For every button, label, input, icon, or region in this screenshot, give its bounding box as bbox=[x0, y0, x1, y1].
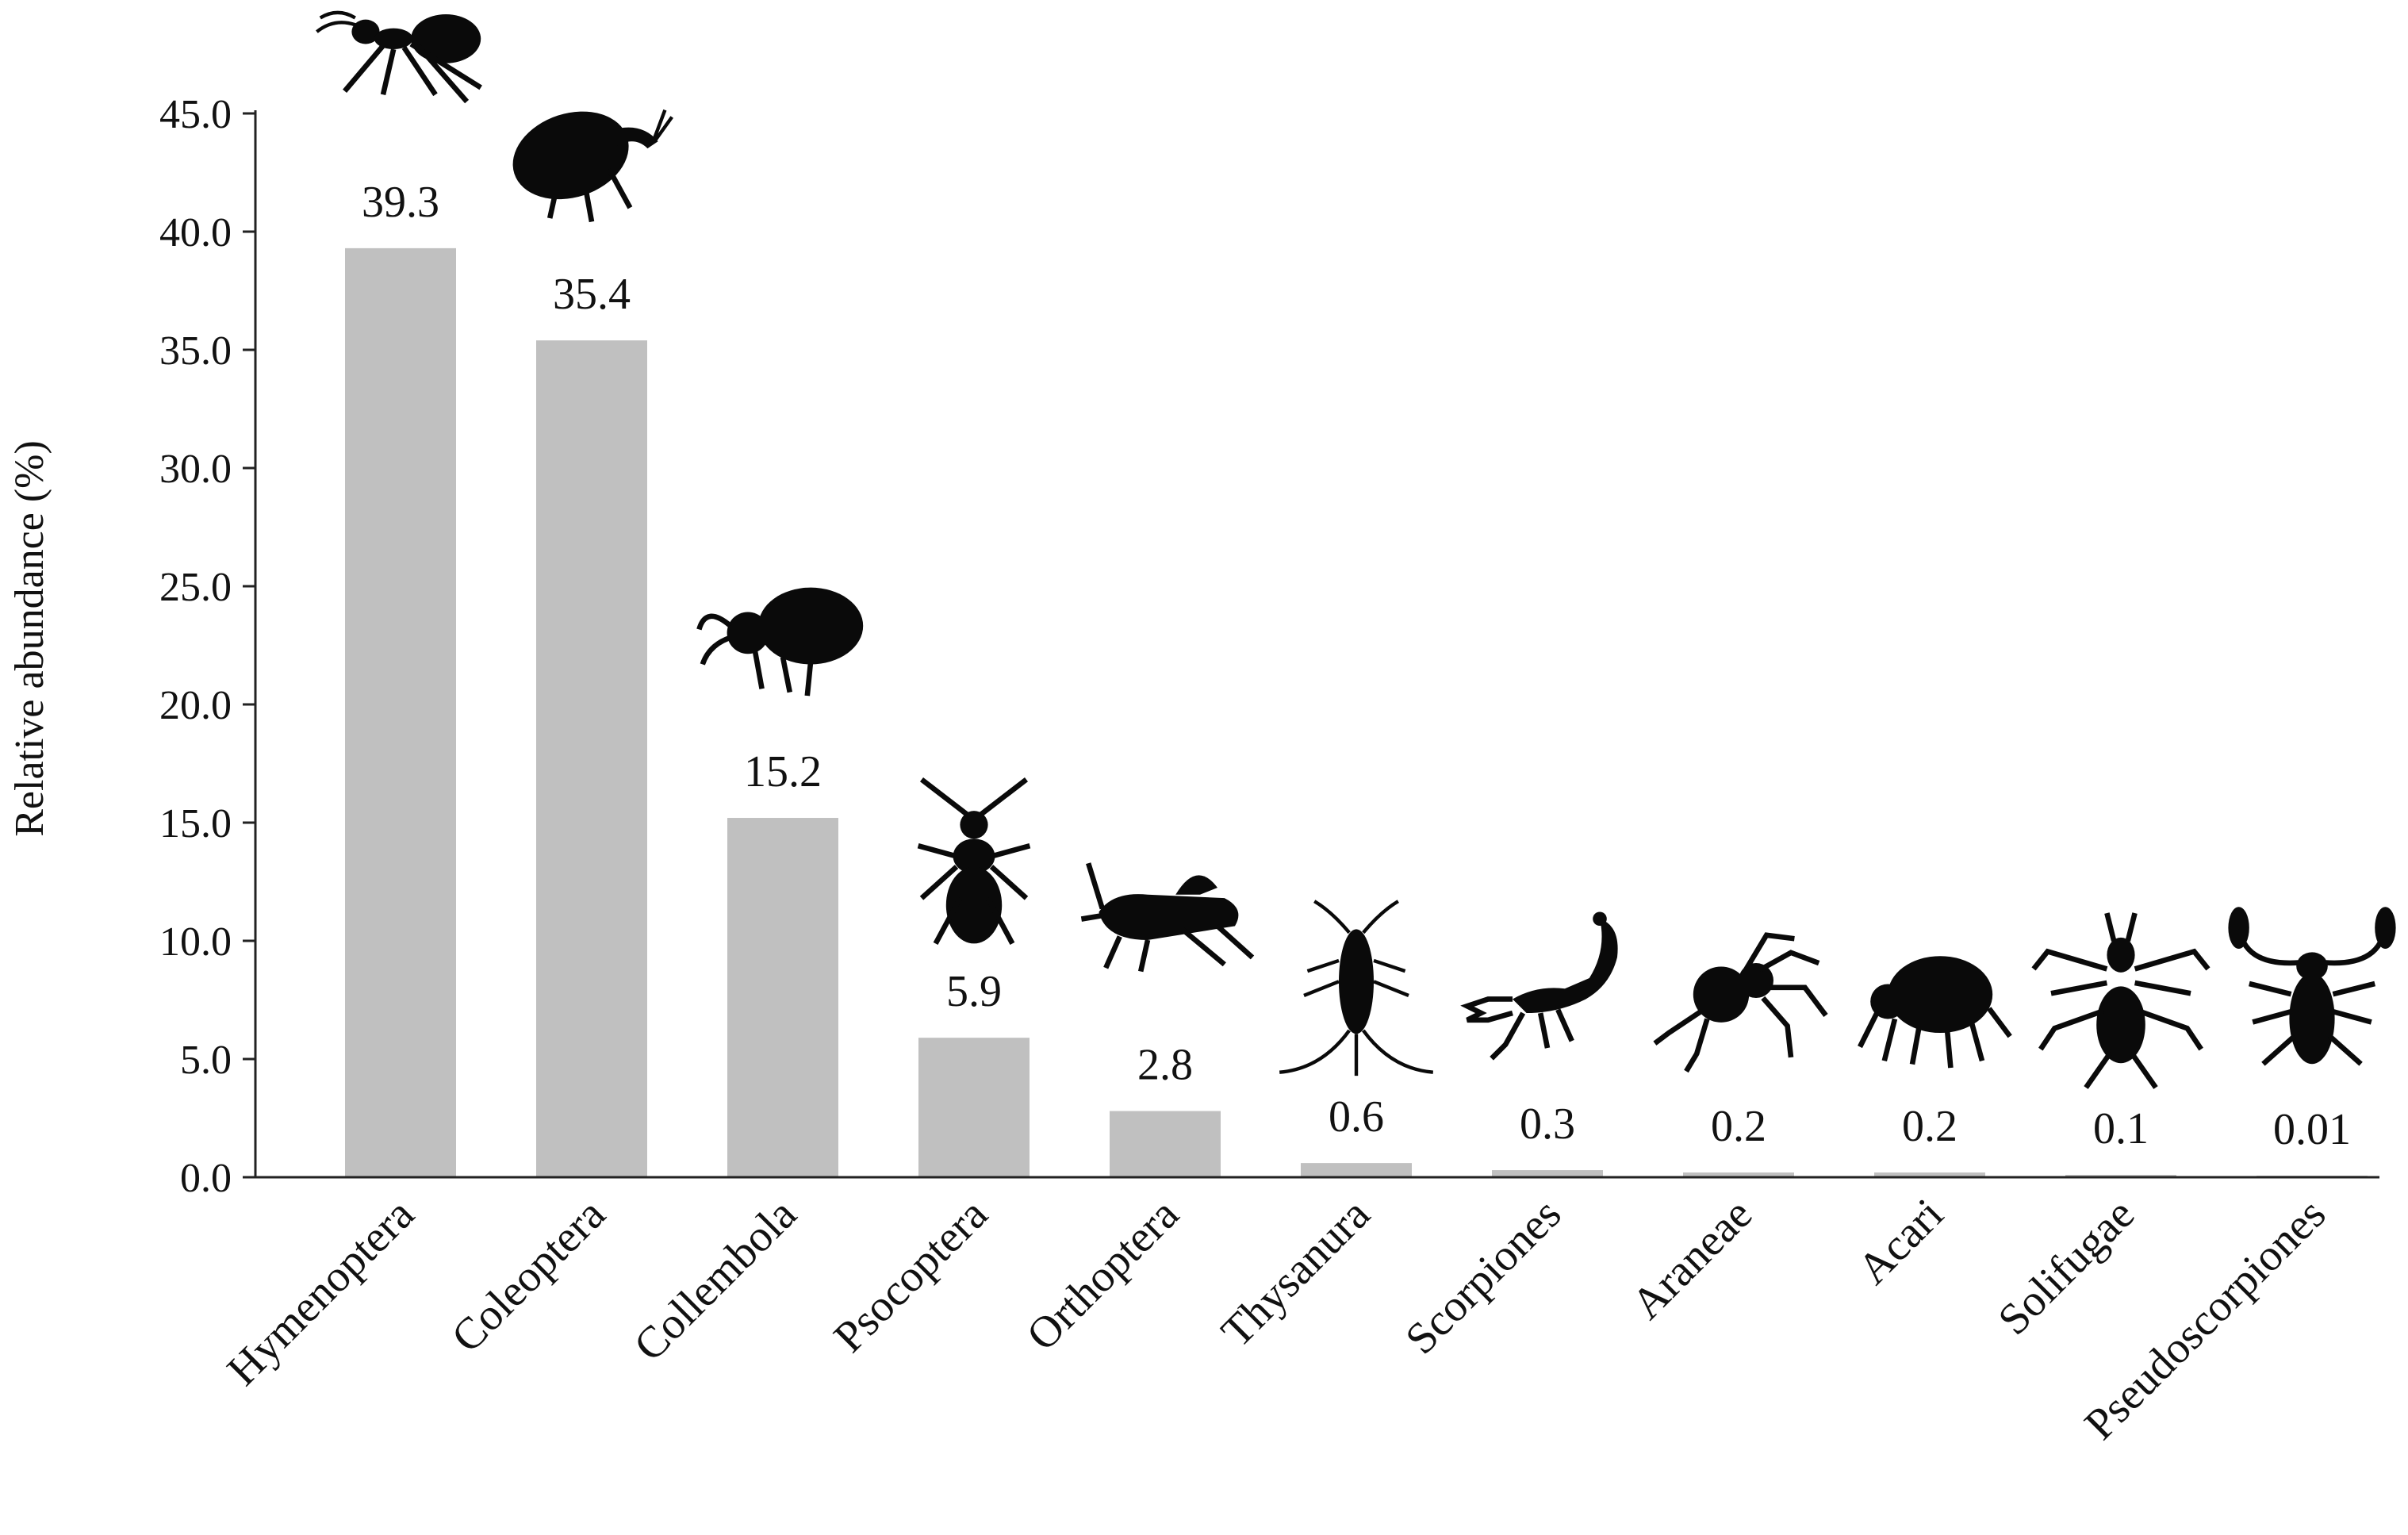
y-tick-label: 40.0 bbox=[159, 210, 232, 255]
y-tick-label: 20.0 bbox=[159, 683, 232, 728]
camel-spider-icon bbox=[2031, 912, 2211, 1089]
y-tick-label: 25.0 bbox=[159, 565, 232, 610]
x-tick-label: Orthoptera bbox=[1018, 1189, 1188, 1360]
booklouse-icon bbox=[917, 777, 1031, 945]
data-label: 5.9 bbox=[946, 967, 1002, 1016]
bar-collembola bbox=[727, 818, 838, 1177]
x-axis: Hymenoptera Coleoptera Collembola Psocopter… bbox=[218, 1176, 2379, 1449]
y-axis: 0.0 5.0 10.0 15.0 20.0 25.0 30.0 35.0 40.0 45.0 bbox=[159, 92, 257, 1201]
x-tick-label: Psocoptera bbox=[825, 1189, 998, 1362]
data-label: 0.1 bbox=[2093, 1104, 2149, 1153]
bar-acari bbox=[1874, 1172, 1985, 1177]
data-label: 35.4 bbox=[553, 270, 631, 319]
spider-icon bbox=[1653, 932, 1828, 1073]
mite-icon bbox=[1858, 956, 2012, 1069]
x-tick-label: Solifugae bbox=[1989, 1189, 2145, 1345]
silverfish-icon bbox=[1279, 900, 1433, 1076]
springtail-icon bbox=[696, 587, 864, 697]
x-tick-label: Coleoptera bbox=[443, 1189, 615, 1362]
bars bbox=[345, 248, 2368, 1178]
x-tick-label: Acari bbox=[1848, 1189, 1953, 1294]
y-tick-label: 15.0 bbox=[159, 801, 232, 846]
bar-orthoptera bbox=[1110, 1111, 1221, 1177]
data-label: 2.8 bbox=[1137, 1041, 1193, 1090]
data-label: 15.2 bbox=[744, 747, 822, 796]
data-label: 0.6 bbox=[1329, 1092, 1384, 1142]
data-label: 39.3 bbox=[362, 178, 439, 227]
bar-araneae bbox=[1683, 1172, 1794, 1177]
ant-icon bbox=[316, 10, 482, 104]
x-tick-label: Hymenoptera bbox=[218, 1189, 424, 1395]
y-axis-title: Relative abundance (%) bbox=[7, 440, 52, 837]
bar-thysanura bbox=[1301, 1163, 1412, 1177]
x-tick-label: Scorpiones bbox=[1396, 1189, 1570, 1364]
x-tick-label: Araneae bbox=[1622, 1189, 1762, 1329]
y-tick-label: 5.0 bbox=[180, 1038, 232, 1083]
silhouettes bbox=[316, 10, 2396, 1089]
x-tick-label: Thysanura bbox=[1212, 1189, 1379, 1357]
scorpion-icon bbox=[1460, 911, 1618, 1061]
cricket-icon bbox=[1080, 862, 1255, 973]
y-tick-label: 45.0 bbox=[159, 92, 232, 137]
y-tick-label: 10.0 bbox=[159, 919, 232, 965]
bar-coleoptera bbox=[536, 340, 647, 1178]
data-label: 0.3 bbox=[1520, 1099, 1575, 1149]
data-label: 0.2 bbox=[1711, 1102, 1766, 1151]
pseudoscorpion-icon bbox=[2228, 907, 2396, 1066]
bar-psocoptera bbox=[918, 1038, 1030, 1177]
weevil-icon bbox=[512, 109, 673, 223]
y-tick-label: 30.0 bbox=[159, 447, 232, 492]
x-tick-label: Collembola bbox=[625, 1189, 807, 1371]
y-tick-label: 0.0 bbox=[180, 1156, 232, 1201]
data-label: 0.2 bbox=[1902, 1102, 1957, 1151]
y-tick-label: 35.0 bbox=[159, 328, 232, 374]
data-label: 0.01 bbox=[2273, 1105, 2351, 1154]
data-labels: 39.3 35.4 15.2 5.9 2.8 0.6 0.3 0.2 0.2 0.1 0.01 bbox=[362, 178, 2351, 1154]
bar-hymenoptera bbox=[345, 248, 456, 1177]
bar-scorpiones bbox=[1492, 1170, 1603, 1177]
